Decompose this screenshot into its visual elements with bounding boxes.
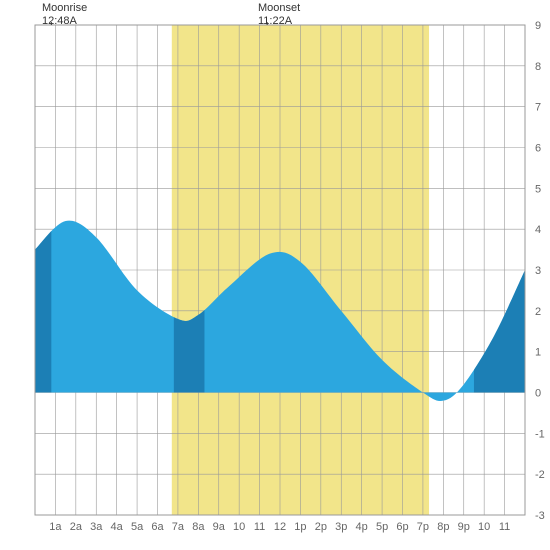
- x-tick-label: 5p: [376, 521, 388, 533]
- x-tick-label: 9a: [213, 521, 226, 533]
- x-tick-label: 11: [254, 521, 265, 533]
- y-tick-label: 2: [535, 306, 541, 318]
- y-tick-label: -2: [535, 469, 545, 481]
- x-tick-label: 3a: [90, 521, 103, 533]
- y-tick-label: 5: [535, 183, 541, 195]
- tide-chart: Moonrise 12:48A Moonset 11:22A 1a2a3a4a5…: [0, 0, 550, 550]
- y-tick-label: 7: [535, 102, 541, 114]
- x-tick-label: 9p: [458, 521, 470, 533]
- y-tick-label: 6: [535, 143, 541, 155]
- x-tick-label: 7p: [417, 521, 429, 533]
- moonset-time: 11:22A: [258, 15, 300, 28]
- moonrise-title: Moonrise: [42, 2, 87, 15]
- x-tick-label: 1p: [294, 521, 306, 533]
- x-tick-label: 3p: [335, 521, 347, 533]
- y-tick-label: 9: [535, 20, 541, 32]
- x-tick-label: 7a: [172, 521, 185, 533]
- moonrise-label: Moonrise 12:48A: [42, 2, 87, 28]
- y-tick-label: 0: [535, 388, 541, 400]
- y-tick-label: 1: [535, 347, 541, 359]
- x-tick-label: 6p: [396, 521, 408, 533]
- x-tick-label: 12: [274, 521, 286, 533]
- x-tick-label: 5a: [131, 521, 144, 533]
- x-tick-label: 8a: [192, 521, 205, 533]
- y-tick-label: -1: [535, 428, 545, 440]
- moonset-label: Moonset 11:22A: [258, 2, 300, 28]
- x-tick-label: 2p: [315, 521, 327, 533]
- y-tick-label: -3: [535, 510, 545, 522]
- chart-svg: 1a2a3a4a5a6a7a8a9a1011121p2p3p4p5p6p7p8p…: [0, 0, 550, 550]
- x-tick-label: 11: [499, 521, 510, 533]
- x-tick-label: 10: [478, 521, 490, 533]
- x-tick-label: 4p: [356, 521, 368, 533]
- y-tick-label: 8: [535, 61, 541, 73]
- x-tick-label: 10: [233, 521, 245, 533]
- x-tick-label: 4a: [111, 521, 124, 533]
- x-tick-label: 1a: [49, 521, 62, 533]
- x-tick-label: 6a: [151, 521, 164, 533]
- x-tick-label: 8p: [437, 521, 449, 533]
- y-tick-label: 4: [535, 224, 541, 236]
- x-tick-label: 2a: [70, 521, 83, 533]
- y-tick-label: 3: [535, 265, 541, 277]
- moonset-title: Moonset: [258, 2, 300, 15]
- moonrise-time: 12:48A: [42, 15, 87, 28]
